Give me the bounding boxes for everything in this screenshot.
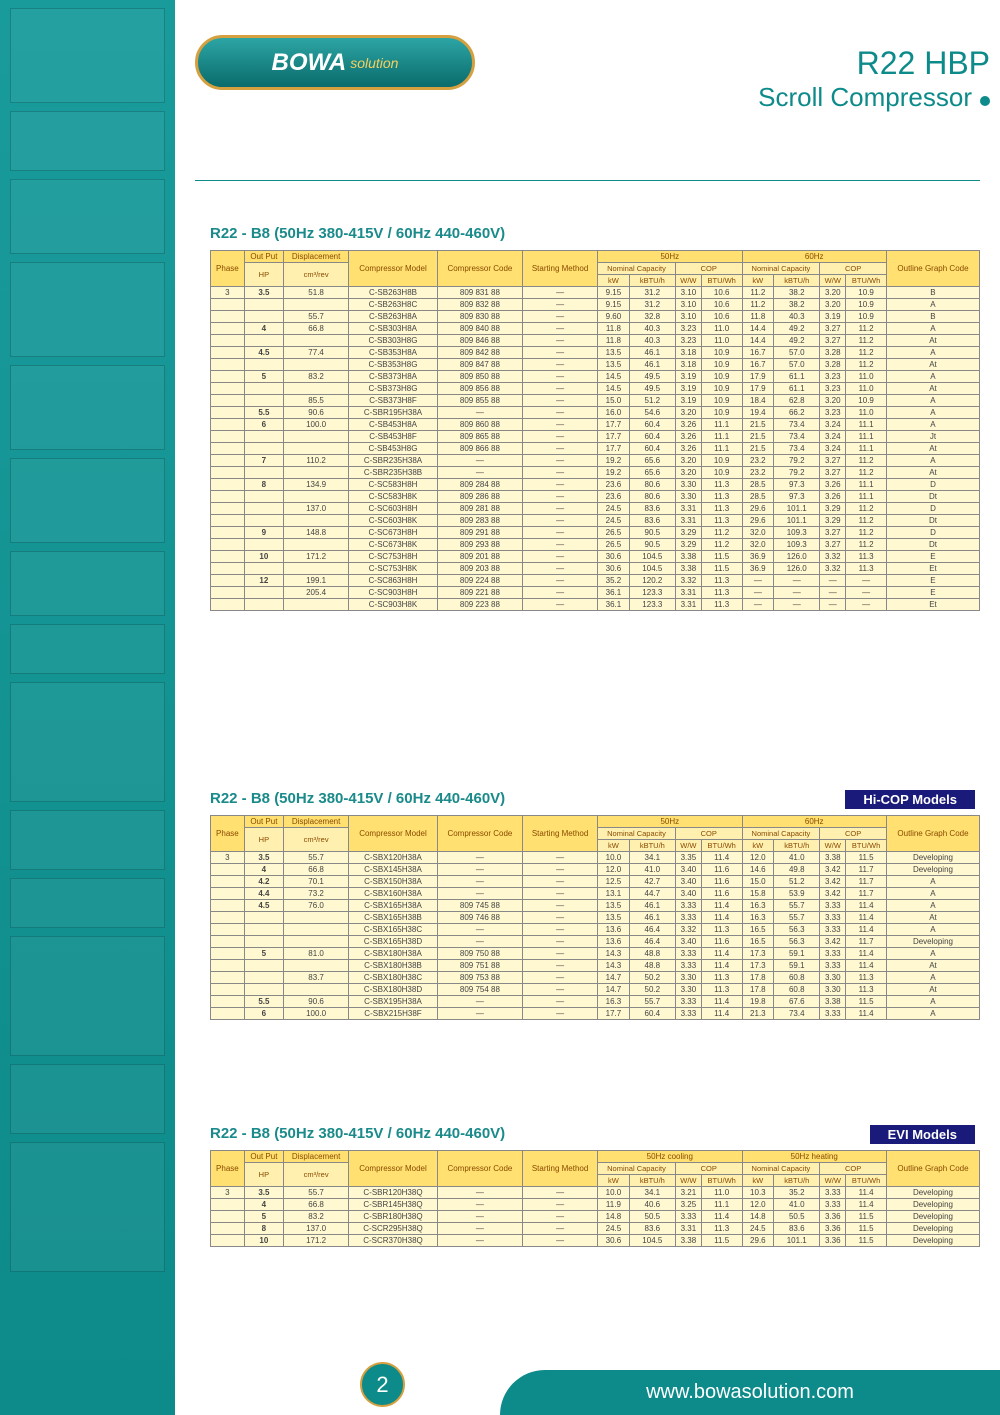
table-1: Phase Out PutDisplacement Compressor Mod…: [210, 250, 980, 611]
section-3-title: R22 - B8 (50Hz 380-415V / 60Hz 440-460V)…: [210, 1125, 980, 1142]
table-row: 10171.2C-SC753H8H809 201 88—30.6104.53.3…: [211, 551, 980, 563]
sidebar-diagram-10: [10, 810, 165, 870]
table-row: 4.576.0C-SBX165H38A809 745 88—13.546.13.…: [211, 900, 980, 912]
table-row: C-SC603H8K809 283 88—24.583.63.3111.329.…: [211, 515, 980, 527]
table-row: 583.2C-SBR180H38Q——14.850.53.3311.414.85…: [211, 1211, 980, 1223]
table-2-body: 33.555.7C-SBX120H38A——10.034.13.3511.412…: [211, 852, 980, 1020]
sidebar-diagram-6: [10, 458, 165, 543]
sidebar-diagram-9: [10, 682, 165, 802]
logo: BOWA solution: [195, 35, 475, 90]
section-2: R22 - B8 (50Hz 380-415V / 60Hz 440-460V)…: [210, 790, 980, 1020]
table-2: Phase Out PutDisplacement Compressor Mod…: [210, 815, 980, 1020]
sidebar-diagram-11: [10, 878, 165, 928]
section-1: R22 - B8 (50Hz 380-415V / 60Hz 440-460V)…: [210, 225, 980, 611]
table-row: C-SB303H8G809 846 88—11.840.33.2311.014.…: [211, 335, 980, 347]
sidebar-diagram-13: [10, 1064, 165, 1134]
table-row: 12199.1C-SC863H8H809 224 88—35.2120.23.3…: [211, 575, 980, 587]
table-row: C-SB353H8G809 847 88—13.546.13.1810.916.…: [211, 359, 980, 371]
table-1-head: Phase Out PutDisplacement Compressor Mod…: [211, 251, 980, 287]
table-3-head: Phase Out PutDisplacement Compressor Mod…: [211, 1151, 980, 1187]
table-row: 4.473.2C-SBX160H38A——13.144.73.4011.615.…: [211, 888, 980, 900]
table-row: 8134.9C-SC583H8H809 284 88—23.680.63.301…: [211, 479, 980, 491]
table-row: 6100.0C-SBX215H38F——17.760.43.3311.421.3…: [211, 1008, 980, 1020]
badge-evi: EVI Models: [870, 1125, 975, 1144]
table-3: Phase Out PutDisplacement Compressor Mod…: [210, 1150, 980, 1247]
table-row: 85.5C-SB373H8F809 855 88—15.051.23.1910.…: [211, 395, 980, 407]
sidebar: [0, 0, 175, 1415]
logo-main: BOWA: [272, 49, 347, 77]
table-row: 33.555.7C-SBR120H38Q——10.034.13.2111.010…: [211, 1187, 980, 1199]
table-row: 205.4C-SC903H8H809 221 88—36.1123.33.311…: [211, 587, 980, 599]
table-row: 83.7C-SBX180H38C809 753 88—14.750.23.301…: [211, 972, 980, 984]
sidebar-diagram-2: [10, 111, 165, 171]
table-row: 8137.0C-SCR295H38Q——24.583.63.3111.324.5…: [211, 1223, 980, 1235]
badge-hicop: Hi-COP Models: [845, 790, 975, 809]
table-row: 581.0C-SBX180H38A809 750 88—14.348.83.33…: [211, 948, 980, 960]
product-title: R22 HBP Scroll Compressor: [758, 45, 990, 113]
table-row: C-SC583H8K809 286 88—23.680.63.3011.328.…: [211, 491, 980, 503]
table-row: C-SC673H8K809 293 88—26.590.53.2911.232.…: [211, 539, 980, 551]
footer-url: www.bowasolution.com: [646, 1381, 854, 1404]
table-row: 4.270.1C-SBX150H38A——12.542.73.4011.615.…: [211, 876, 980, 888]
table-row: 7110.2C-SBR235H38A——19.265.63.2010.923.2…: [211, 455, 980, 467]
table-row: C-SB373H8G809 856 88—14.549.53.1910.917.…: [211, 383, 980, 395]
sidebar-diagram-4: [10, 262, 165, 357]
table-row: 466.8C-SB303H8A809 840 88—11.840.33.2311…: [211, 323, 980, 335]
sidebar-diagram-12: [10, 936, 165, 1056]
table-2-head: Phase Out PutDisplacement Compressor Mod…: [211, 816, 980, 852]
table-row: 466.8C-SBX145H38A——12.041.03.4011.614.64…: [211, 864, 980, 876]
table-row: 466.8C-SBR145H38Q——11.940.63.2511.112.04…: [211, 1199, 980, 1211]
section-2-title: R22 - B8 (50Hz 380-415V / 60Hz 440-460V)…: [210, 790, 980, 807]
sidebar-diagram-14: [10, 1142, 165, 1272]
table-row: 583.2C-SB373H8A809 850 88—14.549.53.1910…: [211, 371, 980, 383]
table-row: C-SB453H8F809 865 88—17.760.43.2611.121.…: [211, 431, 980, 443]
table-3-body: 33.555.7C-SBR120H38Q——10.034.13.2111.010…: [211, 1187, 980, 1247]
table-row: 33.551.8C-SB263H8B809 831 88—9.1531.23.1…: [211, 287, 980, 299]
page-number: 2: [360, 1362, 405, 1407]
footer: www.bowasolution.com 2: [175, 1350, 1000, 1415]
table-1-body: 33.551.8C-SB263H8B809 831 88—9.1531.23.1…: [211, 287, 980, 611]
table-row: 5.590.6C-SBR195H38A——16.054.63.2010.919.…: [211, 407, 980, 419]
sidebar-diagram-3: [10, 179, 165, 254]
table-row: 10171.2C-SCR370H38Q——30.6104.53.3811.529…: [211, 1235, 980, 1247]
table-row: 5.590.6C-SBX195H38A——16.355.73.3311.419.…: [211, 996, 980, 1008]
sidebar-diagram-8: [10, 624, 165, 674]
table-row: 9148.8C-SC673H8H809 291 88—26.590.53.291…: [211, 527, 980, 539]
sidebar-diagram-7: [10, 551, 165, 616]
footer-bar: www.bowasolution.com: [500, 1370, 1000, 1415]
table-row: C-SBX165H38D——13.646.43.4011.616.556.33.…: [211, 936, 980, 948]
sidebar-diagram-1: [10, 8, 165, 103]
table-row: 4.577.4C-SB353H8A809 842 88—13.546.13.18…: [211, 347, 980, 359]
table-row: C-SBR235H38B——19.265.63.2010.923.279.23.…: [211, 467, 980, 479]
table-row: 6100.0C-SB453H8A809 860 88—17.760.43.261…: [211, 419, 980, 431]
table-row: C-SC903H8K809 223 88—36.1123.33.3111.3——…: [211, 599, 980, 611]
logo-sub: solution: [350, 55, 398, 71]
table-row: C-SB263H8C809 832 88—9.1531.23.1010.611.…: [211, 299, 980, 311]
table-row: C-SBX165H38C——13.646.43.3211.316.556.33.…: [211, 924, 980, 936]
section-3: R22 - B8 (50Hz 380-415V / 60Hz 440-460V)…: [210, 1125, 980, 1247]
table-row: C-SBX165H38B809 746 88—13.546.13.3311.41…: [211, 912, 980, 924]
product-line2: Scroll Compressor: [758, 82, 990, 113]
table-row: 137.0C-SC603H8H809 281 88—24.583.63.3111…: [211, 503, 980, 515]
table-row: C-SC753H8K809 203 88—30.6104.53.3811.536…: [211, 563, 980, 575]
section-1-title: R22 - B8 (50Hz 380-415V / 60Hz 440-460V): [210, 225, 980, 242]
table-row: C-SBX180H38B809 751 88—14.348.83.3311.41…: [211, 960, 980, 972]
divider: [195, 180, 980, 181]
table-row: 33.555.7C-SBX120H38A——10.034.13.3511.412…: [211, 852, 980, 864]
sidebar-diagram-5: [10, 365, 165, 450]
product-line1: R22 HBP: [758, 45, 990, 82]
table-row: C-SBX180H38D809 754 88—14.750.23.3011.31…: [211, 984, 980, 996]
table-row: C-SB453H8G809 866 88—17.760.43.2611.121.…: [211, 443, 980, 455]
table-row: 55.7C-SB263H8A809 830 88—9.6032.83.1010.…: [211, 311, 980, 323]
